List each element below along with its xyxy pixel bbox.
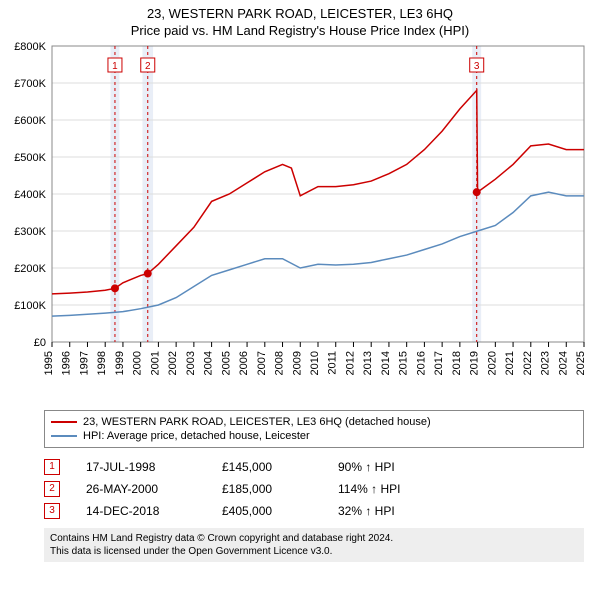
svg-text:2025: 2025	[575, 351, 587, 375]
svg-text:2004: 2004	[203, 351, 215, 375]
svg-text:2000: 2000	[132, 351, 144, 375]
legend-row: HPI: Average price, detached house, Leic…	[51, 429, 577, 443]
svg-text:2003: 2003	[185, 351, 197, 375]
svg-text:1999: 1999	[114, 351, 126, 375]
svg-text:2021: 2021	[504, 351, 516, 375]
svg-text:2006: 2006	[238, 351, 250, 375]
svg-text:2022: 2022	[522, 351, 534, 375]
footer-line: This data is licensed under the Open Gov…	[50, 545, 578, 558]
event-date: 14-DEC-2018	[86, 504, 196, 518]
event-price: £185,000	[222, 482, 312, 496]
svg-text:£400K: £400K	[14, 189, 46, 201]
svg-text:2024: 2024	[557, 351, 569, 375]
svg-text:2014: 2014	[380, 351, 392, 375]
svg-text:£600K: £600K	[14, 115, 46, 127]
svg-text:2017: 2017	[433, 351, 445, 375]
svg-text:£200K: £200K	[14, 263, 46, 275]
chart-legend: 23, WESTERN PARK ROAD, LEICESTER, LE3 6H…	[44, 410, 584, 448]
svg-text:£0: £0	[34, 337, 46, 349]
svg-text:2015: 2015	[398, 351, 410, 375]
event-price: £145,000	[222, 460, 312, 474]
event-marker: 2	[44, 481, 60, 497]
svg-text:£800K: £800K	[14, 42, 46, 53]
svg-text:2013: 2013	[362, 351, 374, 375]
svg-text:2010: 2010	[309, 351, 321, 375]
event-row: 3 14-DEC-2018 £405,000 32% ↑ HPI	[44, 500, 590, 522]
footer-line: Contains HM Land Registry data © Crown c…	[50, 532, 578, 545]
event-hpi: 32% ↑ HPI	[338, 504, 448, 518]
svg-text:2019: 2019	[469, 351, 481, 375]
svg-text:1997: 1997	[78, 351, 90, 375]
svg-text:2009: 2009	[291, 351, 303, 375]
svg-text:2016: 2016	[415, 351, 427, 375]
legend-row: 23, WESTERN PARK ROAD, LEICESTER, LE3 6H…	[51, 415, 577, 429]
legend-swatch	[51, 435, 77, 437]
price-chart: £0 £100K £200K £300K £400K £500K £600K £700K £80…	[12, 42, 588, 404]
svg-text:2008: 2008	[274, 351, 286, 375]
legend-swatch	[51, 421, 77, 423]
legend-label: 23, WESTERN PARK ROAD, LEICESTER, LE3 6H…	[83, 416, 431, 428]
svg-text:£100K: £100K	[14, 300, 46, 312]
legend-label: HPI: Average price, detached house, Leic…	[83, 430, 310, 442]
svg-text:2001: 2001	[149, 351, 161, 375]
svg-text:£300K: £300K	[14, 226, 46, 238]
svg-text:2005: 2005	[220, 351, 232, 375]
svg-text:2: 2	[145, 61, 151, 72]
event-date: 26-MAY-2000	[86, 482, 196, 496]
event-row: 2 26-MAY-2000 £185,000 114% ↑ HPI	[44, 478, 590, 500]
svg-text:1995: 1995	[43, 351, 55, 375]
events-table: 1 17-JUL-1998 £145,000 90% ↑ HPI 2 26-MA…	[44, 456, 590, 522]
event-price: £405,000	[222, 504, 312, 518]
svg-text:2011: 2011	[327, 351, 339, 375]
svg-text:1996: 1996	[61, 351, 73, 375]
svg-text:3: 3	[474, 61, 480, 72]
svg-text:2023: 2023	[540, 351, 552, 375]
event-hpi: 114% ↑ HPI	[338, 482, 448, 496]
svg-text:2002: 2002	[167, 351, 179, 375]
license-footer: Contains HM Land Registry data © Crown c…	[44, 528, 584, 562]
svg-text:1998: 1998	[96, 351, 108, 375]
page-title-line2: Price paid vs. HM Land Registry's House …	[10, 23, 590, 38]
event-marker: 1	[44, 459, 60, 475]
svg-text:2018: 2018	[451, 351, 463, 375]
event-hpi: 90% ↑ HPI	[338, 460, 448, 474]
svg-text:£700K: £700K	[14, 78, 46, 90]
svg-text:2007: 2007	[256, 351, 268, 375]
event-row: 1 17-JUL-1998 £145,000 90% ↑ HPI	[44, 456, 590, 478]
svg-text:2012: 2012	[344, 351, 356, 375]
svg-text:2020: 2020	[486, 351, 498, 375]
event-date: 17-JUL-1998	[86, 460, 196, 474]
svg-text:£500K: £500K	[14, 152, 46, 164]
svg-text:1: 1	[112, 61, 118, 72]
page-title-line1: 23, WESTERN PARK ROAD, LEICESTER, LE3 6H…	[10, 6, 590, 21]
event-marker: 3	[44, 503, 60, 519]
